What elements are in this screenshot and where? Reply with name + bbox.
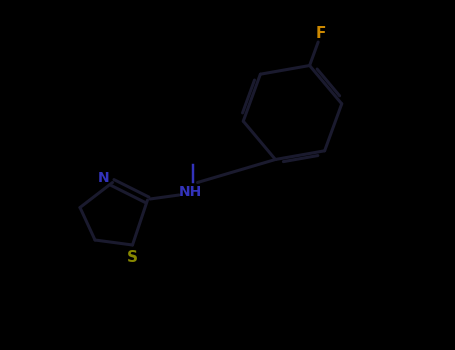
Text: NH: NH — [178, 186, 202, 199]
Text: S: S — [127, 250, 138, 265]
Text: F: F — [316, 26, 326, 41]
Text: N: N — [98, 170, 109, 184]
